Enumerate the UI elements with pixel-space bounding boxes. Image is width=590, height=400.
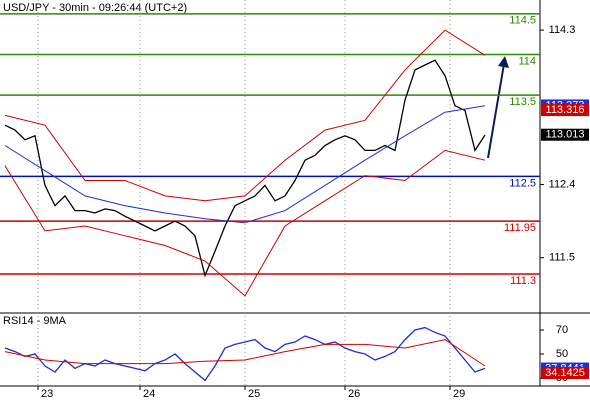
y-tick-label: 111.5 bbox=[549, 252, 575, 264]
level-label: 113.5 bbox=[509, 96, 536, 108]
series-line bbox=[4, 29, 486, 202]
series-line bbox=[4, 339, 486, 367]
series-line bbox=[4, 105, 486, 224]
series-line bbox=[4, 149, 486, 297]
price-marker-label: 34.1425 bbox=[545, 367, 585, 379]
level-label: 114 bbox=[518, 55, 536, 67]
y-tick-label: 70 bbox=[556, 324, 568, 336]
price-marker bbox=[541, 128, 589, 141]
arrow bbox=[487, 63, 505, 159]
level-label: 111.95 bbox=[504, 222, 536, 234]
y-tick-label: 50 bbox=[556, 348, 568, 360]
chart-title: USD/JPY - 30min - 09:26:44 (UTC+2) bbox=[3, 2, 187, 14]
arrow-head bbox=[498, 56, 509, 68]
price-marker-label: 113.316 bbox=[546, 104, 585, 116]
level-label: 112.5 bbox=[509, 177, 536, 189]
x-tick-label: 24 bbox=[143, 388, 155, 400]
y-tick-label: 114.3 bbox=[549, 24, 576, 36]
price-marker bbox=[541, 367, 589, 380]
level-label: 114.5 bbox=[509, 15, 536, 27]
panel-title: RSI14 - 9MA bbox=[3, 315, 67, 327]
level-label: 111.3 bbox=[510, 275, 536, 287]
price-marker bbox=[541, 104, 589, 117]
price-marker-label: 113.013 bbox=[546, 129, 585, 141]
x-tick-label: 23 bbox=[41, 388, 53, 400]
x-tick-label: 25 bbox=[248, 388, 260, 400]
x-tick-label: 26 bbox=[348, 388, 360, 400]
x-tick-label: 29 bbox=[453, 388, 465, 400]
series-line bbox=[4, 59, 486, 278]
y-tick-label: 112.4 bbox=[549, 178, 576, 190]
